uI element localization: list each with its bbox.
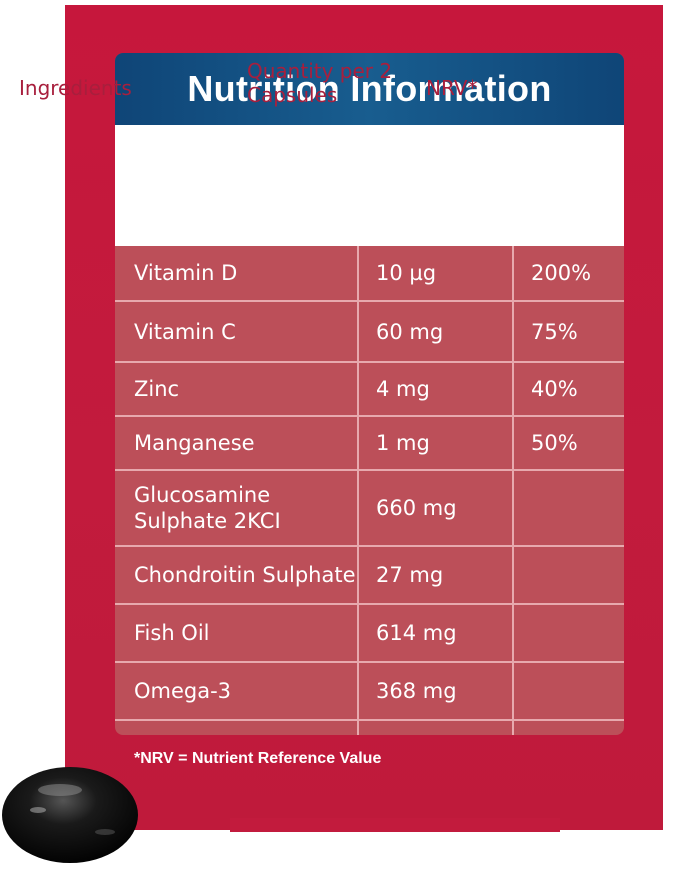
panel-header: Nutrition Information bbox=[115, 53, 624, 125]
column-header-nrv: NRV* bbox=[426, 76, 478, 100]
column-header-ingredients: Ingredients bbox=[19, 76, 132, 100]
quantity-cell: 10 µg bbox=[357, 246, 512, 300]
nutrition-panel: Nutrition Information Vitamin D 10 µg 200%… bbox=[115, 53, 624, 735]
column-header-quantity: Quantity per 2 Capsules bbox=[247, 59, 393, 107]
nrv-cell bbox=[512, 605, 624, 661]
nrv-cell bbox=[512, 721, 624, 735]
nrv-cell: 75% bbox=[512, 302, 624, 361]
nrv-cell: 200% bbox=[512, 246, 624, 300]
quantity-cell: 4 mg bbox=[357, 363, 512, 415]
table-row: Zinc 4 mg 40% bbox=[115, 363, 624, 417]
quantity-cell: 27 mg bbox=[357, 547, 512, 603]
ingredient-cell: Vitamin C bbox=[134, 319, 236, 344]
table-row: Fish Oil 614 mg bbox=[115, 605, 624, 663]
ingredient-cell: Manganese bbox=[134, 431, 255, 455]
quantity-cell: 660 mg bbox=[357, 471, 512, 545]
quantity-cell: 60 mg bbox=[357, 302, 512, 361]
ingredient-cell: Omega-3 bbox=[134, 679, 232, 703]
table-row: Manganese 1 mg 50% bbox=[115, 417, 624, 471]
nrv-cell bbox=[512, 547, 624, 603]
table-row: EPA & DHA306 mg bbox=[115, 721, 624, 735]
table-row: Chondroitin Sulphate 27 mg bbox=[115, 547, 624, 605]
table-row: Omega-3 368 mg bbox=[115, 663, 624, 721]
table-row: Glucosamine Sulphate 2KCI 660 mg bbox=[115, 471, 624, 547]
column-header-row bbox=[115, 125, 624, 246]
nrv-cell bbox=[512, 663, 624, 719]
quantity-cell: 614 mg bbox=[357, 605, 512, 661]
table-row: Vitamin D 10 µg 200% bbox=[115, 246, 624, 302]
ingredient-cell: Chondroitin Sulphate bbox=[134, 563, 356, 587]
quantity-cell: 306 mg bbox=[357, 721, 512, 735]
table-row: Vitamin C 60 mg 75% bbox=[115, 302, 624, 363]
nrv-cell: 50% bbox=[512, 417, 624, 469]
quantity-cell: 1 mg bbox=[357, 417, 512, 469]
quantity-cell: 368 mg bbox=[357, 663, 512, 719]
ingredient-cell: Fish Oil bbox=[134, 621, 210, 645]
softgel-capsule-image bbox=[2, 767, 138, 863]
panel-title: Nutrition Information bbox=[187, 68, 552, 109]
nrv-cell bbox=[512, 471, 624, 545]
nrv-cell: 40% bbox=[512, 363, 624, 415]
footnote: *NRV = Nutrient Reference Value bbox=[134, 750, 382, 767]
packaging-tab bbox=[230, 818, 560, 832]
ingredient-cell: Glucosamine Sulphate 2KCI bbox=[134, 483, 281, 533]
ingredient-cell: Zinc bbox=[134, 377, 180, 401]
table-body: Vitamin D 10 µg 200% Vitamin C 60 mg 75% Zinc 4… bbox=[115, 246, 624, 735]
ingredient-cell: EPA & DHA bbox=[115, 721, 357, 735]
ingredient-cell: Vitamin D bbox=[134, 261, 238, 285]
